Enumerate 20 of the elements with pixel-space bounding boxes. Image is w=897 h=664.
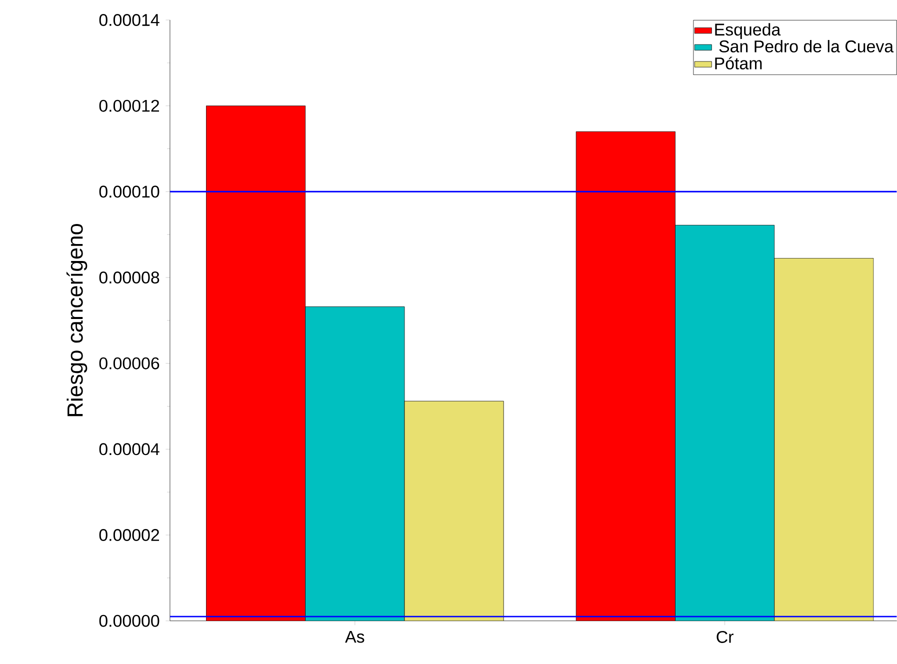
y-tick-label: 0.00012 xyxy=(99,100,160,112)
y-tick-label: 0.00002 xyxy=(99,529,160,542)
y-axis-title: Riesgo cancerígeno xyxy=(66,224,88,416)
bar xyxy=(774,258,874,621)
bar xyxy=(675,225,775,621)
legend-label: San Pedro de la Cueva xyxy=(719,40,894,52)
legend-label: Esqueda xyxy=(715,23,781,40)
bar xyxy=(206,106,306,621)
y-tick-label: 0.00010 xyxy=(99,186,160,198)
x-tick-label: Cr xyxy=(716,631,734,644)
legend-label: Pótam xyxy=(715,56,762,70)
y-tick-label: 0.00006 xyxy=(99,357,160,370)
y-tick-label: 0.00000 xyxy=(99,614,160,627)
y-tick-label: 0.00008 xyxy=(99,272,160,284)
x-tick-label: As xyxy=(345,631,364,643)
bar xyxy=(305,306,404,621)
bar xyxy=(576,131,676,621)
y-tick-label: 0.00014 xyxy=(99,14,160,26)
bar xyxy=(404,401,504,621)
y-tick-label: 0.00004 xyxy=(99,443,160,456)
